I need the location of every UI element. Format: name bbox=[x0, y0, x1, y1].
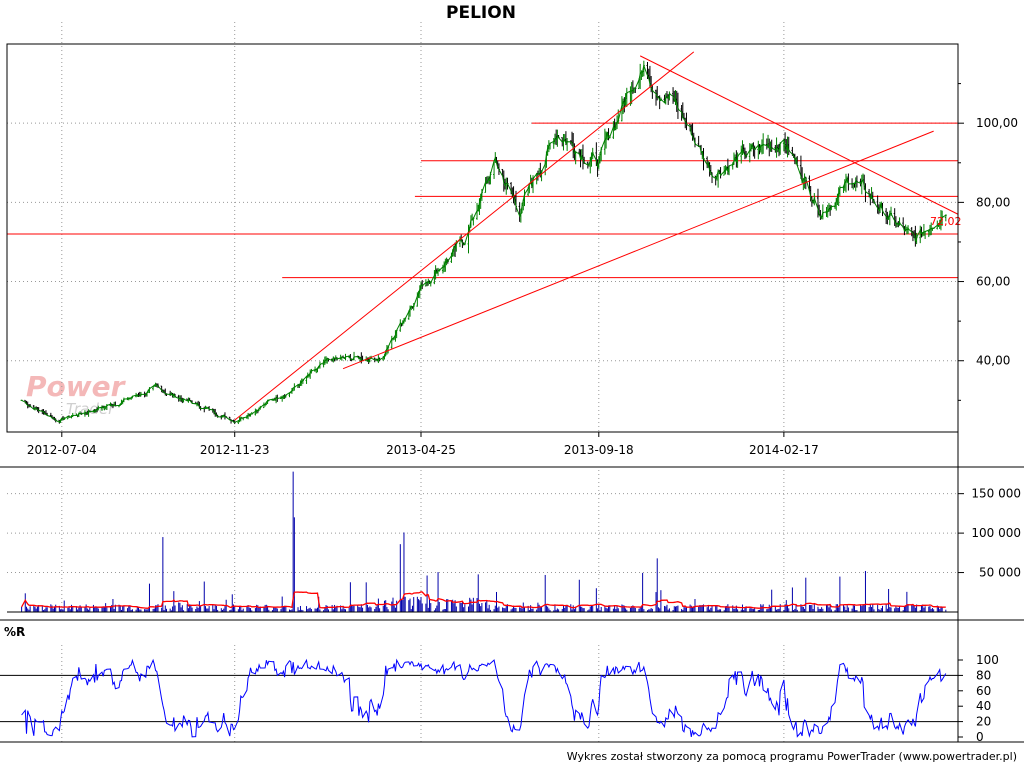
price-x-tick-label: 2013-04-25 bbox=[386, 443, 456, 457]
oscillator-y-tick-label: 0 bbox=[976, 730, 984, 744]
price-y-axis: 40,00 60,00 80,00 100,00 bbox=[958, 83, 1018, 401]
trend-line bbox=[639, 55, 959, 215]
volume-y-tick-label: 100 000 bbox=[971, 526, 1021, 540]
volume-y-axis: 50 000 100 000 150 000 bbox=[958, 487, 1021, 580]
price-x-tick-label: 2014-02-17 bbox=[749, 443, 819, 457]
oscillator-y-tick-label: 60 bbox=[976, 684, 991, 698]
oscillator-y-tick-label: 40 bbox=[976, 699, 991, 713]
price-y-tick-label: 100,00 bbox=[976, 116, 1018, 130]
price-annotation: 72,02 bbox=[930, 215, 962, 228]
watermark-logo: Power Trader bbox=[26, 370, 127, 418]
volume-pane: 50 000 100 000 150 000 bbox=[0, 466, 1024, 613]
price-x-tick-label: 2012-11-23 bbox=[200, 443, 270, 457]
volume-y-tick-label: 50 000 bbox=[979, 566, 1021, 580]
oscillator-label: %R bbox=[4, 625, 25, 639]
trend-line bbox=[342, 130, 934, 370]
price-y-tick-label: 40,00 bbox=[976, 354, 1010, 368]
footer-credit: Wykres został stworzony za pomocą progra… bbox=[567, 750, 1017, 763]
price-x-tick-label: 2013-09-18 bbox=[564, 443, 634, 457]
watermark-power: Power bbox=[26, 370, 127, 403]
volume-moving-average bbox=[21, 591, 946, 610]
oscillator-grid bbox=[61, 645, 785, 742]
price-x-axis: 2012-07-04 2012-11-23 2013-04-25 2013-09-18… bbox=[27, 432, 819, 457]
price-pane: 40,00 60,00 80,00 100,00 2012-07-04 2012-11-… bbox=[6, 22, 1018, 457]
volume-grid bbox=[7, 470, 958, 612]
close-line bbox=[21, 63, 947, 423]
chart-title: PELION bbox=[446, 3, 516, 23]
volume-y-tick-label: 150 000 bbox=[971, 487, 1021, 501]
oscillator-y-tick-label: 20 bbox=[976, 715, 991, 729]
price-pane-frame bbox=[6, 43, 959, 433]
price-y-tick-label: 60,00 bbox=[976, 275, 1010, 289]
oscillator-levels bbox=[0, 674, 958, 723]
williams-r-line bbox=[21, 658, 947, 738]
trend-lines bbox=[234, 51, 959, 421]
price-reference-lines bbox=[7, 122, 958, 279]
volume-bars bbox=[21, 471, 947, 612]
watermark-trader: Trader bbox=[66, 400, 115, 418]
oscillator-y-tick-label: 80 bbox=[976, 668, 991, 682]
trend-line bbox=[234, 51, 695, 421]
oscillator-y-tick-label: 100 bbox=[976, 653, 999, 667]
price-candles bbox=[20, 60, 947, 425]
price-grid bbox=[7, 22, 958, 432]
price-y-tick-label: 80,00 bbox=[976, 195, 1010, 209]
price-x-tick-label: 2012-07-04 bbox=[27, 443, 97, 457]
